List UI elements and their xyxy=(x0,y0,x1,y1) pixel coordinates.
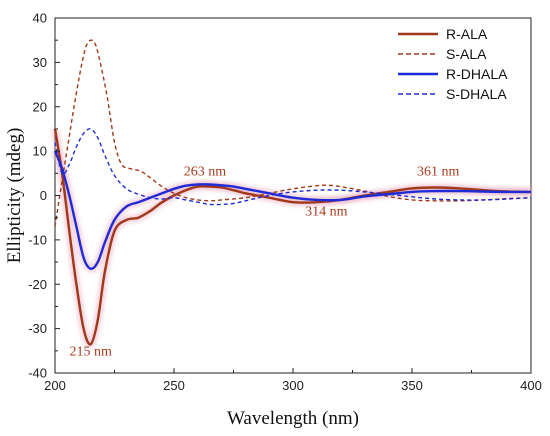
x-tick-label: 250 xyxy=(163,378,185,393)
y-tick-label: 20 xyxy=(33,99,47,114)
y-tick-label: -10 xyxy=(28,232,47,247)
series-glow-r-dhala xyxy=(51,149,532,273)
y-tick-label: 30 xyxy=(33,55,47,70)
x-axis-title: Wavelength (nm) xyxy=(227,408,359,429)
x-tick-label: 350 xyxy=(401,378,423,393)
x-tick-label: 200 xyxy=(44,378,66,393)
series-glow-layer xyxy=(51,128,532,348)
y-axis-title: Ellipticity (mdeg) xyxy=(4,128,25,264)
annotation-layer: 215 nm 263 nm 314 nm 361 nm xyxy=(70,165,460,360)
annotation-label: 361 nm xyxy=(417,165,460,180)
series-glow-r-ala xyxy=(51,128,532,348)
y-tick-label: -20 xyxy=(28,277,47,292)
legend-label-r-ala: R-ALA xyxy=(446,26,488,42)
series-line-r-ala xyxy=(53,128,532,346)
x-tick-label: 300 xyxy=(282,378,304,393)
y-tick-label: -30 xyxy=(28,321,47,336)
series-line-s-dhala xyxy=(54,128,532,206)
y-tick-label: 40 xyxy=(33,11,47,26)
series-lines-layer xyxy=(53,39,532,346)
y-tick-label: 0 xyxy=(40,188,47,203)
legend-label-r-dhala: R-DHALA xyxy=(446,66,508,82)
series-line-r-dhala xyxy=(53,150,532,271)
legend: R-ALA S-ALA R-DHALA S-DHALA xyxy=(398,26,508,102)
x-tick-label: 400 xyxy=(520,378,542,393)
series-line-s-ala xyxy=(54,39,532,227)
legend-label-s-dhala: S-DHALA xyxy=(446,86,507,102)
y-tick-label: 10 xyxy=(33,144,47,159)
annotation-label: 314 nm xyxy=(305,204,348,219)
annotation-label: 215 nm xyxy=(70,344,113,359)
tick-layer: 200 250 300 350 400 -40 -30 -20 -10 0 10 20 30 40 xyxy=(28,11,542,394)
legend-label-s-ala: S-ALA xyxy=(446,46,487,62)
annotation-label: 263 nm xyxy=(184,165,227,180)
y-tick-label: -40 xyxy=(28,366,47,381)
